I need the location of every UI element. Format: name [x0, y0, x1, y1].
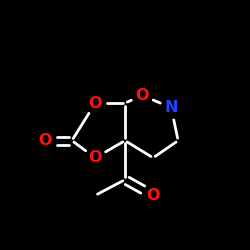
- Text: O: O: [88, 96, 102, 110]
- Text: O: O: [38, 133, 52, 148]
- Text: O: O: [136, 88, 149, 103]
- Text: N: N: [164, 100, 178, 115]
- Text: O: O: [146, 188, 160, 203]
- Text: O: O: [88, 150, 102, 165]
